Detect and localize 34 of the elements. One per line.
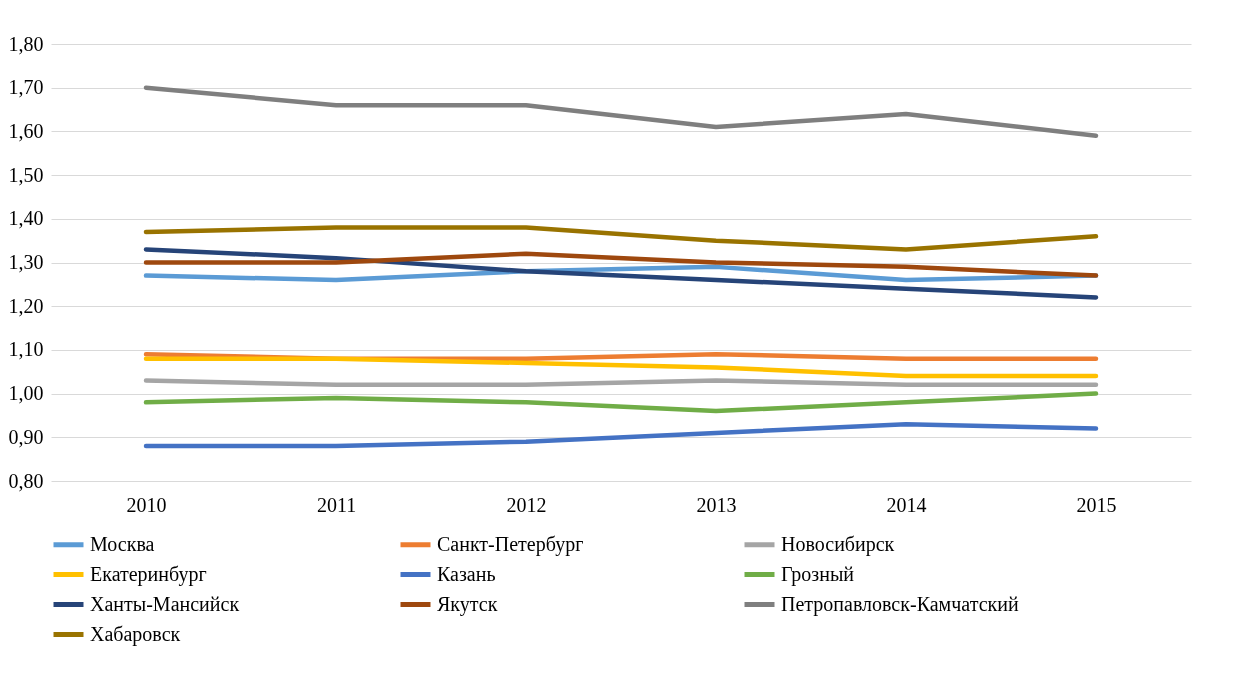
legend-label: Екатеринбург — [90, 562, 207, 586]
line-series — [143, 391, 1099, 414]
x-tick-label: 2011 — [316, 493, 357, 516]
y-tick-label: 1,50 — [8, 163, 44, 186]
x-tick-label: 2012 — [506, 493, 547, 516]
legend-label: Петропавловск-Камчатский — [781, 592, 1019, 616]
line-series — [143, 225, 1099, 252]
legend-label: Новосибирск — [781, 532, 895, 556]
legend-label: Хабаровск — [90, 622, 181, 646]
line-series — [143, 251, 1099, 278]
legend-label: Грозный — [781, 562, 855, 586]
legend-label: Москва — [90, 532, 155, 555]
x-tick-label: 2015 — [1076, 493, 1117, 516]
y-tick-label: 1,20 — [8, 294, 44, 317]
y-tick-label: 1,80 — [8, 32, 44, 55]
y-tick-label: 1,70 — [8, 76, 44, 99]
legend-label: Ханты-Мансийск — [90, 592, 240, 615]
y-tick-label: 1,00 — [8, 382, 44, 405]
x-tick-label: 2013 — [696, 493, 737, 516]
y-tick-label: 1,60 — [8, 119, 44, 142]
y-tick-label: 1,40 — [8, 207, 44, 230]
y-tick-label: 0,90 — [8, 425, 44, 448]
legend-label: Казань — [437, 562, 496, 585]
line-series — [143, 421, 1099, 449]
line-series — [143, 356, 1099, 379]
x-tick-label: 2010 — [126, 493, 167, 516]
line-series — [143, 85, 1099, 139]
legend-label: Якутск — [437, 592, 498, 616]
line-series — [143, 247, 1099, 300]
legend-label: Санкт-Петербург — [437, 532, 584, 556]
y-tick-label: 0,80 — [8, 469, 44, 492]
x-tick-label: 2014 — [886, 493, 927, 516]
y-tick-label: 1,10 — [8, 338, 44, 361]
y-tick-label: 1,30 — [8, 251, 44, 273]
